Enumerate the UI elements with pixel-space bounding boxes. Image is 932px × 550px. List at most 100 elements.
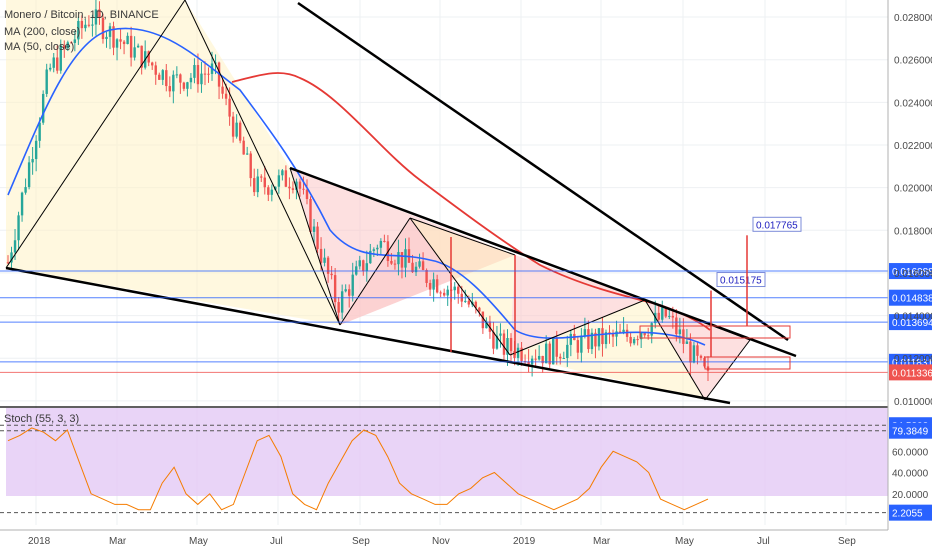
candle-body: [516, 347, 520, 358]
candle-body: [474, 301, 478, 308]
candle-body: [242, 140, 245, 155]
stoch-badge: [889, 422, 932, 439]
price-levels: 0.016088 0.014838 0.013694 0.0118310.011336…: [0, 216, 932, 381]
candle-body: [98, 9, 101, 18]
candle-body: [24, 187, 27, 193]
stoch-label: Stoch (55, 3, 3): [4, 413, 79, 425]
candle-body: [126, 35, 129, 45]
candle-body: [632, 339, 636, 344]
candle-body: [263, 177, 266, 188]
candle-body: [685, 341, 689, 344]
candle-body: [151, 62, 154, 66]
candle-body: [435, 279, 439, 293]
price-badge-label: 0.016088: [892, 267, 932, 278]
ma200-label: MA (200, close): [4, 26, 80, 38]
candle-body: [548, 343, 551, 365]
candle-body: [390, 260, 393, 264]
candle-body: [168, 86, 172, 92]
candle-body: [428, 282, 432, 290]
candle-body: [351, 274, 354, 296]
candle-body: [478, 307, 481, 312]
candle-body: [464, 300, 467, 302]
candle-body: [27, 162, 31, 188]
candle-body: [404, 249, 407, 268]
stoch-tick: 20.0000: [892, 490, 929, 501]
candle-body: [41, 93, 45, 123]
candle-body: [305, 189, 309, 199]
candle-body: [291, 188, 295, 190]
candle-body: [576, 340, 580, 353]
candle-body: [611, 333, 615, 337]
candle-body: [6, 262, 10, 264]
price-badge: [889, 289, 932, 306]
trendline: [297, 1, 789, 342]
trendline: [5, 0, 186, 269]
x-tick-label: Jul: [270, 536, 283, 547]
candle-body: [618, 331, 622, 333]
candle-body: [583, 329, 587, 336]
candle-body: [302, 188, 305, 190]
candle-body: [260, 176, 263, 178]
candle-body: [295, 181, 298, 190]
candle-body: [249, 153, 252, 179]
candle-body: [639, 332, 643, 340]
candle-body: [101, 17, 105, 40]
candle-body: [647, 335, 650, 337]
candle-body: [594, 332, 597, 347]
candle-body: [129, 35, 133, 58]
candle-body: [196, 65, 200, 85]
candle-body: [277, 175, 281, 187]
y-tick-label: 0.022000: [894, 141, 932, 152]
candle-body: [256, 176, 259, 193]
candle-body: [316, 226, 319, 249]
candle-body: [562, 358, 565, 360]
candle-body: [439, 292, 442, 294]
candle-body: [267, 187, 270, 195]
trendline: [409, 217, 516, 256]
candle-body: [355, 266, 358, 275]
trendline: [644, 299, 751, 341]
candle-body: [467, 300, 471, 305]
candle-body: [555, 338, 558, 357]
candle-body: [657, 312, 660, 320]
candle-body: [38, 122, 41, 141]
candle-body: [566, 344, 569, 359]
candle-body: [323, 257, 326, 263]
candle-body: [537, 355, 541, 360]
candle-body: [112, 26, 115, 48]
candle-body: [453, 286, 456, 291]
candle-body: [182, 82, 186, 89]
x-tick-label: 2018: [28, 536, 51, 547]
candle-body: [506, 338, 509, 355]
x-tick-label: May: [675, 536, 694, 547]
candle-body: [372, 249, 376, 251]
candle-body: [288, 186, 291, 189]
candle-body: [221, 86, 224, 94]
stoch-badge-label: 79.3849: [892, 427, 929, 438]
candle-body: [94, 9, 98, 25]
x-tick-label: Sep: [838, 536, 856, 547]
candle-body: [56, 57, 59, 71]
candle-body: [337, 302, 340, 313]
candle-body: [481, 311, 485, 329]
candle-body: [80, 20, 84, 29]
candle-body: [587, 329, 590, 350]
candle-body: [527, 361, 530, 365]
candle-body: [270, 189, 274, 195]
candle-body: [203, 73, 207, 75]
trendline: [704, 339, 751, 401]
candle-body: [136, 45, 140, 48]
candle-body: [193, 65, 196, 78]
callout-label: 0.017765: [756, 220, 798, 231]
candle-body: [495, 335, 499, 349]
candle-body: [49, 67, 52, 70]
candle-body: [63, 45, 66, 49]
candle-body: [326, 257, 330, 274]
candle-body: [344, 289, 347, 292]
candle-body: [235, 122, 238, 137]
candles: [6, 0, 710, 381]
candle-body: [534, 358, 537, 360]
y-tick-label: 0.016000: [894, 269, 932, 280]
candle-body: [643, 332, 646, 336]
